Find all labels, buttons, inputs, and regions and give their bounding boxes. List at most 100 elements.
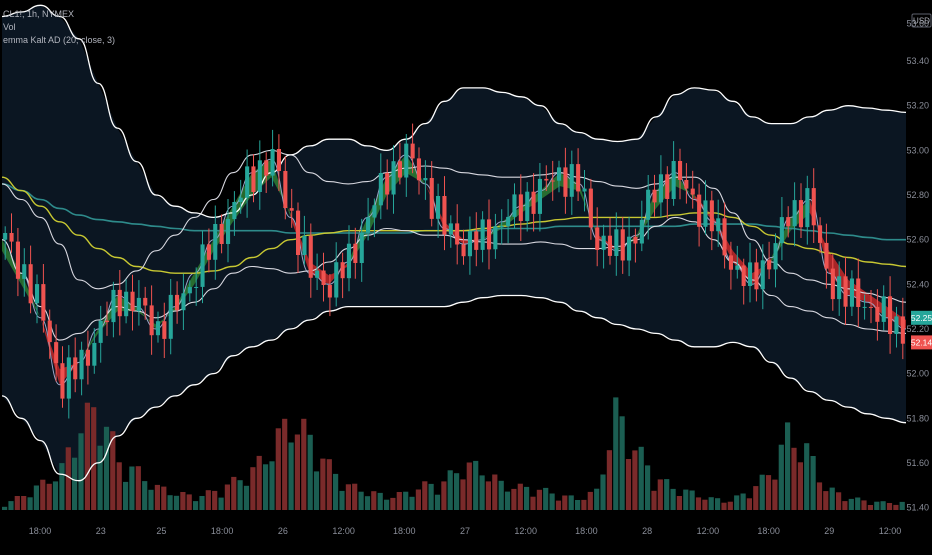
volume-bar — [282, 418, 288, 510]
x-tick-label: 27 — [460, 526, 470, 536]
ribbon-segment — [405, 154, 426, 184]
candle-body — [436, 196, 441, 219]
candle-body — [620, 229, 625, 261]
candle-body — [162, 321, 167, 339]
volume-bar — [492, 474, 498, 510]
candle-body — [888, 296, 893, 334]
candle-body — [563, 167, 568, 197]
candle-body — [856, 278, 861, 307]
candle-body — [786, 217, 791, 227]
volume-bar — [466, 462, 472, 510]
y-tick-label: 52.00 — [906, 369, 929, 379]
volume-bar — [377, 492, 383, 510]
candle-body — [327, 285, 332, 298]
legend-indicator[interactable]: emma Kalt AD (20, close, 3) — [3, 35, 116, 45]
candle-body — [760, 260, 765, 290]
candle-body — [493, 226, 498, 250]
candle-body — [200, 244, 205, 287]
candle-body — [194, 287, 199, 288]
candle-body — [410, 143, 415, 159]
volume-bar — [874, 501, 880, 510]
volume-bar — [129, 466, 135, 510]
volume-bar — [135, 466, 141, 510]
candle-body — [499, 226, 504, 228]
volume-bar — [581, 499, 587, 510]
volume-bar — [14, 496, 20, 510]
ribbon-segment — [59, 362, 79, 385]
candle-body — [359, 232, 364, 263]
volume-bar — [52, 481, 59, 510]
candle-body — [321, 270, 326, 285]
volume-bar — [836, 492, 842, 510]
candle-body — [633, 236, 638, 244]
candle-body — [366, 217, 371, 233]
volume-bar — [543, 487, 549, 510]
upper-band-line — [1, 4, 907, 219]
volume-bar — [97, 445, 103, 510]
volume-bar — [810, 456, 816, 510]
candle-body — [767, 260, 772, 270]
volume-bar — [237, 480, 243, 510]
candle-body — [289, 208, 294, 211]
candle-body — [811, 188, 816, 226]
candle-body — [41, 284, 46, 321]
volume-bar — [664, 479, 670, 510]
candle-body — [512, 194, 517, 217]
volume-bar — [460, 479, 466, 510]
volume-bar — [504, 491, 511, 510]
volume-bar — [594, 488, 600, 510]
volume-bar — [307, 434, 313, 510]
candle-body — [416, 158, 421, 181]
volume-bar — [600, 474, 606, 510]
volume-bar — [568, 495, 574, 510]
x-tick-label: 12:00 — [879, 526, 902, 536]
price-badge — [911, 335, 932, 350]
candle-body — [779, 217, 784, 244]
candle-body — [665, 174, 670, 199]
volume-bar — [320, 458, 326, 510]
x-tick-label: 29 — [824, 526, 834, 536]
legend-volume[interactable]: Vol — [3, 22, 16, 32]
volume-bar — [473, 460, 479, 510]
volume-bar — [263, 464, 269, 510]
y-tick-label: 53.20 — [906, 101, 929, 111]
candle-body — [308, 235, 313, 278]
x-tick-label: 25 — [156, 526, 166, 536]
candle-body — [213, 224, 218, 260]
candle-body — [461, 244, 466, 257]
volume-bar — [72, 457, 78, 510]
volume-bar — [804, 443, 810, 510]
volume-bar — [231, 476, 237, 510]
candle-body — [735, 265, 740, 270]
candle-body — [283, 171, 288, 208]
legend-symbol[interactable]: CL1!, 1h, NYMEX — [3, 9, 75, 19]
candle-body — [881, 296, 886, 322]
candle-body — [531, 191, 536, 214]
volume-bar — [199, 496, 205, 510]
volume-bar — [676, 496, 682, 510]
candle-body — [537, 178, 542, 214]
candle-body — [66, 357, 71, 399]
candle-body — [219, 224, 224, 244]
candle-body — [270, 149, 275, 176]
candle-body — [385, 173, 390, 195]
volume-bar — [415, 489, 421, 510]
volume-bar — [575, 500, 581, 510]
volume-bar — [740, 493, 746, 510]
volume-bar — [880, 501, 886, 510]
candle-body — [467, 231, 472, 257]
candle-body — [646, 189, 651, 220]
candle-body — [378, 173, 383, 206]
volume-bar — [422, 481, 428, 510]
volume-bar — [829, 487, 835, 510]
candle-body — [607, 235, 612, 256]
volume-bar — [791, 447, 797, 510]
candle-body — [658, 174, 663, 203]
candle-body — [448, 223, 453, 235]
candle-body — [805, 188, 810, 228]
y-tick-label: 52.60 — [906, 235, 929, 245]
candle-body — [73, 357, 78, 380]
candle-body — [22, 264, 27, 279]
candle-body — [143, 297, 148, 306]
